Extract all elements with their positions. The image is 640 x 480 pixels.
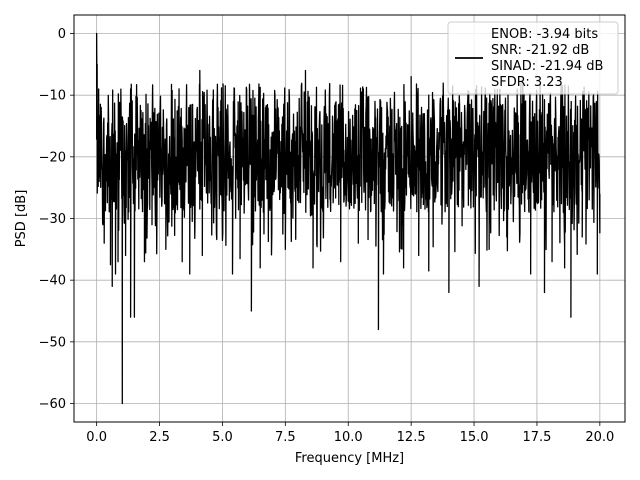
legend-sinad: SINAD: -21.94 dB — [491, 59, 603, 74]
x-tick-label: 0.0 — [86, 430, 107, 445]
y-tick-label: −10 — [39, 89, 66, 104]
legend-box — [447, 21, 619, 95]
psd-line — [95, 32, 601, 405]
x-tick-label: 10.0 — [334, 430, 363, 445]
x-tick-label: 12.5 — [397, 430, 426, 445]
x-axis-ticks: 0.0 2.5 5.0 7.5 10.0 12.5 15.0 17.5 20.0 — [86, 422, 614, 445]
y-tick-label: −20 — [39, 150, 66, 165]
legend-snr: SNR: -21.92 dB — [491, 43, 589, 58]
y-tick-label: 0 — [58, 27, 66, 42]
legend: ENOB: -3.94 bits SNR: -21.92 dB SINAD: -… — [447, 21, 619, 95]
y-axis-label: PSD [dB] — [14, 190, 29, 248]
x-tick-label: 2.5 — [149, 430, 170, 445]
y-tick-label: −50 — [39, 335, 66, 350]
x-tick-label: 7.5 — [275, 430, 296, 445]
legend-enob: ENOB: -3.94 bits — [491, 27, 598, 42]
x-tick-label: 15.0 — [460, 430, 489, 445]
y-axis-ticks: 0 −10 −20 −30 −40 −50 −60 — [39, 27, 74, 412]
x-axis-label: Frequency [MHz] — [295, 451, 404, 466]
y-tick-label: −60 — [39, 397, 66, 412]
y-tick-label: −30 — [39, 212, 66, 227]
x-tick-label: 5.0 — [212, 430, 233, 445]
x-tick-label: 17.5 — [522, 430, 551, 445]
psd-series — [95, 32, 601, 405]
x-tick-label: 20.0 — [585, 430, 614, 445]
legend-sfdr: SFDR: 3.23 — [491, 75, 563, 90]
y-tick-label: −40 — [39, 274, 66, 289]
